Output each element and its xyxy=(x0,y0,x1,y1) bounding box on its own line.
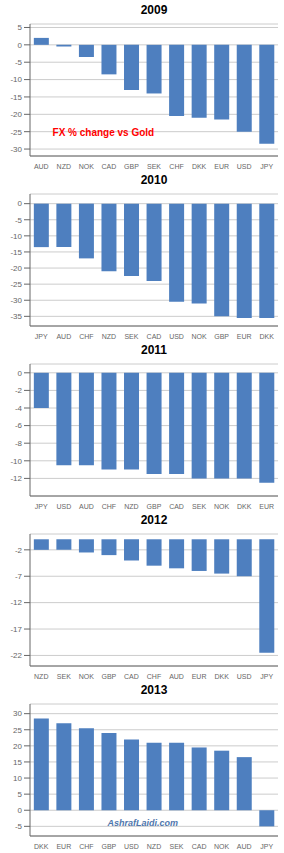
svg-text:-20: -20 xyxy=(10,110,22,119)
svg-text:-35: -35 xyxy=(10,312,22,321)
svg-text:-15: -15 xyxy=(10,248,22,257)
svg-text:GBP: GBP xyxy=(147,503,162,510)
html-text:2009: 2009 xyxy=(140,3,168,17)
svg-text:EUR: EUR xyxy=(192,673,207,680)
svg-text:AUD: AUD xyxy=(34,163,49,170)
svg-text:15: 15 xyxy=(13,758,22,767)
svg-text:DKK: DKK xyxy=(192,163,207,170)
svg-text:-30: -30 xyxy=(10,145,22,154)
svg-text:DKK: DKK xyxy=(237,503,252,510)
svg-text:CAD: CAD xyxy=(102,163,117,170)
html-text:FX % change vs Gold: FX % change vs Gold xyxy=(52,126,155,138)
svg-text:CHF: CHF xyxy=(169,163,183,170)
svg-text:-12: -12 xyxy=(10,474,22,483)
svg-text:-5: -5 xyxy=(15,216,23,225)
svg-text:DKK: DKK xyxy=(214,673,229,680)
svg-text:GBP: GBP xyxy=(102,673,117,680)
svg-text:USD: USD xyxy=(56,503,71,510)
svg-text:30: 30 xyxy=(13,709,22,718)
html-text:2012: 2012 xyxy=(140,513,168,527)
svg-text:NOK: NOK xyxy=(214,503,230,510)
svg-text:5: 5 xyxy=(18,790,23,799)
svg-text:-22: -22 xyxy=(10,651,22,660)
svg-text:AUD: AUD xyxy=(56,333,71,340)
svg-text:-30: -30 xyxy=(10,296,22,305)
svg-text:JPY: JPY xyxy=(35,503,48,510)
svg-text:AUD: AUD xyxy=(237,843,252,850)
svg-text:-4: -4 xyxy=(15,404,23,413)
svg-text:SEK: SEK xyxy=(57,673,71,680)
svg-text:JPY: JPY xyxy=(260,163,273,170)
svg-text:JPY: JPY xyxy=(35,333,48,340)
svg-text:-6: -6 xyxy=(15,421,23,430)
svg-text:DKK: DKK xyxy=(34,843,49,850)
svg-text:-2: -2 xyxy=(15,546,23,555)
svg-text:-15: -15 xyxy=(10,93,22,102)
svg-text:USD: USD xyxy=(237,163,252,170)
svg-text:CHF: CHF xyxy=(102,503,116,510)
svg-text:0: 0 xyxy=(18,199,23,208)
svg-text:NOK: NOK xyxy=(79,673,95,680)
svg-text:NOK: NOK xyxy=(192,333,208,340)
svg-text:JPY: JPY xyxy=(260,843,273,850)
svg-text:-17: -17 xyxy=(10,625,22,634)
svg-text:NZD: NZD xyxy=(147,843,161,850)
svg-text:AUD: AUD xyxy=(169,673,184,680)
svg-text:NZD: NZD xyxy=(124,503,138,510)
svg-text:-20: -20 xyxy=(10,264,22,273)
svg-text:-5: -5 xyxy=(15,58,23,67)
svg-text:0: 0 xyxy=(18,41,23,50)
svg-text:AUD: AUD xyxy=(79,503,94,510)
html-text:2011: 2011 xyxy=(141,343,167,357)
svg-text:0: 0 xyxy=(18,806,23,815)
svg-text:CAD: CAD xyxy=(192,843,207,850)
svg-text:5: 5 xyxy=(18,23,23,32)
svg-text:JPY: JPY xyxy=(260,673,273,680)
svg-text:-25: -25 xyxy=(10,128,22,137)
svg-text:CAD: CAD xyxy=(147,333,162,340)
svg-text:10: 10 xyxy=(13,774,22,783)
svg-text:NZD: NZD xyxy=(57,163,71,170)
svg-text:SEK: SEK xyxy=(124,333,138,340)
html-text:AshrafLaidi.com: AshrafLaidi.com xyxy=(107,817,178,828)
svg-text:-10: -10 xyxy=(10,75,22,84)
svg-text:-7: -7 xyxy=(15,572,23,581)
svg-text:0: 0 xyxy=(18,369,23,378)
svg-text:25: 25 xyxy=(13,726,22,735)
html-text:2010: 2010 xyxy=(140,173,168,187)
svg-text:CAD: CAD xyxy=(169,503,184,510)
svg-text:-12: -12 xyxy=(10,598,22,607)
svg-text:EUR: EUR xyxy=(214,163,229,170)
svg-text:NOK: NOK xyxy=(79,163,95,170)
svg-text:SEK: SEK xyxy=(147,163,161,170)
svg-text:-8: -8 xyxy=(15,439,23,448)
svg-text:EUR: EUR xyxy=(237,333,252,340)
svg-text:CAD: CAD xyxy=(124,673,139,680)
svg-text:USD: USD xyxy=(124,843,139,850)
svg-text:NZD: NZD xyxy=(34,673,48,680)
svg-text:CHF: CHF xyxy=(147,673,161,680)
svg-text:NZD: NZD xyxy=(102,333,116,340)
svg-text:GBP: GBP xyxy=(124,163,139,170)
svg-text:CHF: CHF xyxy=(79,333,93,340)
svg-text:20: 20 xyxy=(13,742,22,751)
svg-text:USD: USD xyxy=(169,333,184,340)
svg-text:EUR: EUR xyxy=(56,843,71,850)
svg-text:-10: -10 xyxy=(10,232,22,241)
html-text:2013: 2013 xyxy=(140,683,168,697)
svg-text:DKK: DKK xyxy=(260,333,275,340)
svg-text:EUR: EUR xyxy=(259,503,274,510)
svg-text:SEK: SEK xyxy=(170,843,184,850)
svg-text:-2: -2 xyxy=(15,386,23,395)
svg-text:USD: USD xyxy=(237,673,252,680)
svg-text:-5: -5 xyxy=(15,822,23,831)
svg-text:CHF: CHF xyxy=(79,843,93,850)
svg-text:GBP: GBP xyxy=(214,333,229,340)
svg-text:-25: -25 xyxy=(10,280,22,289)
svg-text:SEK: SEK xyxy=(192,503,206,510)
svg-text:NOK: NOK xyxy=(214,843,230,850)
svg-text:-10: -10 xyxy=(10,457,22,466)
svg-text:GBP: GBP xyxy=(102,843,117,850)
